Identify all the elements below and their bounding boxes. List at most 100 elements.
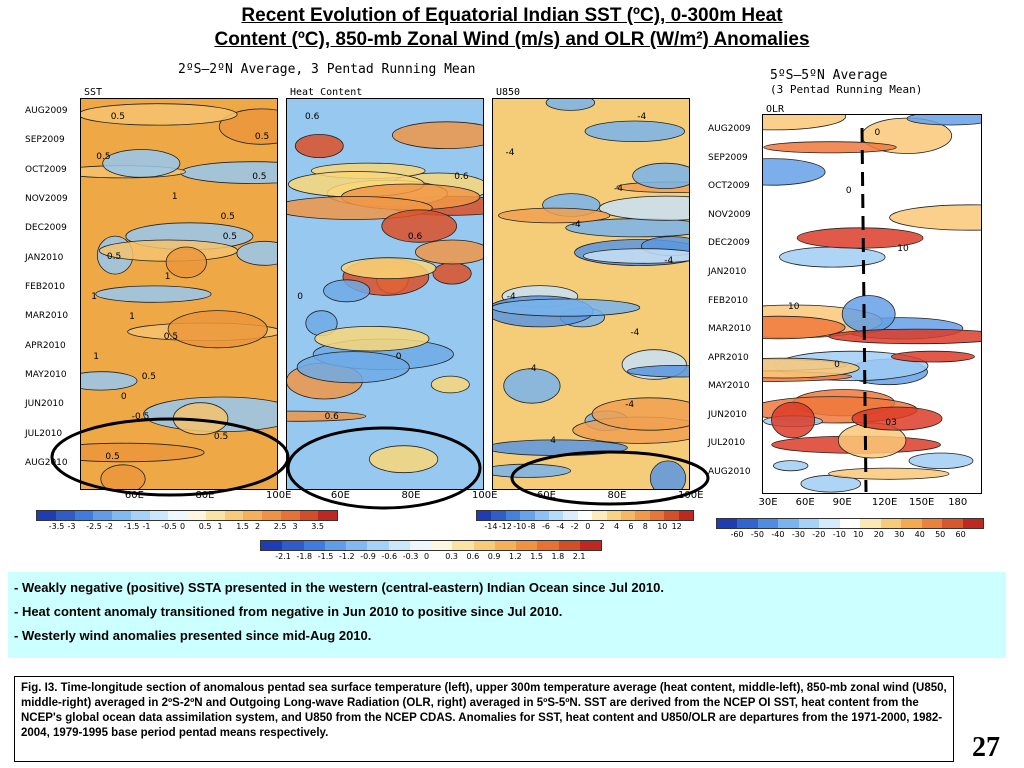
contour-label: 0.6 [325, 412, 340, 422]
x-tick-label: 90E [832, 497, 852, 508]
colorbar-tick-label: 1.8 [551, 552, 565, 561]
time-tick-label: JUL2010 [708, 438, 746, 449]
contour-label: -4 [630, 328, 639, 338]
contour-label: 0.5 [221, 212, 235, 222]
anomaly-contour-region [771, 401, 816, 439]
colorbar-tick-label: -12 [498, 522, 512, 531]
x-tick-label: 100E [678, 490, 704, 501]
colorbar-tick-label: 3 [292, 522, 298, 531]
colorbar-tick-label: -0.3 [402, 552, 419, 561]
contour-label: 0.5 [164, 332, 178, 342]
contour-label: 0 [875, 128, 881, 138]
x-tick-label: 150E [908, 497, 935, 508]
colorbar-segment [149, 511, 169, 520]
colorbar-tick-label: -3 [67, 522, 76, 531]
figure-caption: Fig. I3. Time-longitude section of anoma… [14, 676, 954, 762]
anomaly-contour-region [81, 103, 238, 126]
contour-label: 0 [297, 292, 303, 302]
colorbar-segment [516, 541, 538, 550]
colorbar-tick-label: -2 [570, 522, 579, 531]
colorbar-segment [549, 511, 564, 520]
olr-heatmap-panel: 0 0 10 10 0 03 [762, 114, 982, 494]
contour-label: -4 [664, 256, 673, 266]
colorbar-segment [74, 511, 94, 520]
anomaly-contour-region [632, 162, 689, 189]
contour-label: -4 [528, 364, 537, 374]
colorbar-segment [477, 511, 492, 520]
colorbar-tick-label: 0.5 [198, 522, 212, 531]
colorbar-tick-label: -30 [791, 530, 805, 539]
colorbar-tick-label: 10 [853, 530, 864, 539]
colorbar-tick-label: -2.5 [86, 522, 102, 531]
time-tick-label: JAN2010 [708, 266, 747, 277]
colorbar-segment [520, 511, 535, 520]
anomaly-contour-region [167, 310, 268, 349]
anomaly-contour-region [828, 467, 950, 480]
anomaly-contour-region [828, 328, 981, 345]
x-tick-label: 60E [536, 490, 556, 501]
colorbar-segment [388, 541, 410, 550]
anomaly-contour-region [172, 402, 229, 435]
anomaly-contour-region [841, 295, 896, 333]
colorbar-segment [860, 519, 881, 528]
colorbar-segment [261, 541, 283, 550]
anomaly-contour-region [627, 365, 689, 378]
bullet-item: - Heat content anomaly transitioned from… [14, 604, 563, 619]
contour-label: 0.5 [223, 232, 237, 242]
time-tick-label: NOV2009 [708, 209, 751, 220]
anomaly-contour-region [381, 209, 457, 243]
anomaly-contour-region [763, 315, 846, 340]
time-tick-label: MAY2010 [708, 381, 750, 392]
time-tick-label: FEB2010 [708, 295, 748, 306]
bullet-item: - Weakly negative (positive) SSTA presen… [14, 580, 664, 595]
anomaly-contour-region [415, 239, 483, 265]
anomaly-contour-region [796, 227, 924, 249]
colorbar-tick-label: 0.3 [445, 552, 458, 561]
colorbar-tick-label: -6 [542, 522, 550, 531]
time-tick-label: AUG2010 [25, 458, 68, 468]
colorbar-segment [635, 511, 650, 520]
anomaly-contour-region [851, 406, 943, 431]
contour-label: 03 [885, 418, 896, 428]
colorbar-tick-label: -20 [812, 530, 826, 539]
colorbar-segment [537, 541, 559, 550]
x-tick-label: 100E [266, 490, 292, 501]
colorbar-segment [839, 519, 861, 528]
heat-content-colorbar [260, 540, 602, 551]
colorbar-segment [942, 519, 963, 528]
x-tick-label: 100E [472, 490, 498, 501]
colorbar-segment [205, 511, 225, 520]
x-tick-label: 60E [124, 490, 144, 501]
colorbar-tick-label: 2 [599, 522, 605, 531]
anomaly-contour-region [430, 375, 470, 394]
colorbar-segment [168, 511, 187, 520]
time-tick-label: MAY2010 [25, 370, 67, 380]
anomaly-contour-region [545, 99, 596, 111]
heatmap-field: -4 -4 -4 -4 -4 -4 -4 -4 -4 4 [493, 99, 689, 489]
colorbar-tick-label: -4 [556, 522, 565, 531]
contour-label: 4 [550, 436, 556, 446]
colorbar-segment [494, 541, 516, 550]
colorbar-tick-label: -40 [771, 530, 785, 539]
anomaly-contour-region [763, 141, 897, 154]
right-group-title: 5ºS–5ºN Average (3 Pentad Running Mean) [770, 68, 922, 96]
colorbar-tick-label: 1.5 [236, 522, 249, 531]
colorbar-segment [324, 541, 346, 550]
anomaly-contour-region [591, 397, 689, 431]
colorbar-segment [798, 519, 820, 528]
colorbar-tick-label: -2.1 [275, 552, 291, 561]
olr-panel-title: OLR [766, 104, 785, 115]
x-tick-label: 80E [607, 490, 627, 501]
contour-label: 1 [93, 352, 99, 362]
contour-label: 0.5 [105, 452, 119, 462]
colorbar-segment [921, 519, 943, 528]
colorbar-segment [431, 541, 453, 550]
colorbar-segment [318, 511, 337, 520]
x-tick-label: 180 [948, 497, 968, 508]
anomaly-contour-region [287, 410, 367, 422]
colorbar-segment [303, 541, 325, 550]
x-tick-label: 60E [795, 497, 815, 508]
colorbar-tick-label: 12 [671, 522, 682, 531]
colorbar-tick-label: -0.6 [381, 552, 398, 561]
heat-content-heatmap-panel: 0.6 0.6 0.6 0 0 0.6 [286, 98, 484, 490]
